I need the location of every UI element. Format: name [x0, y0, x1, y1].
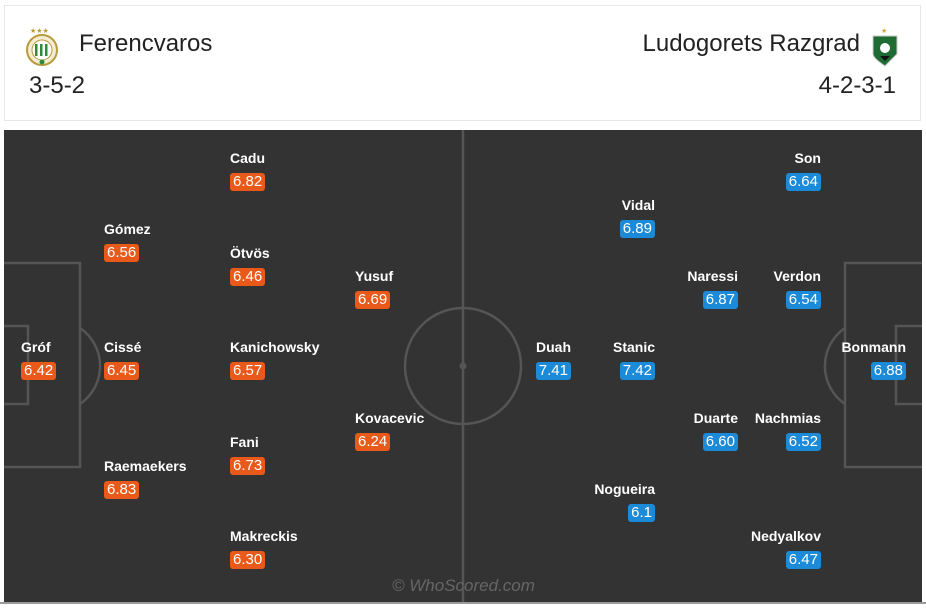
player-name: Nachmias	[754, 410, 821, 426]
home-player[interactable]: Makreckis 6.30	[230, 527, 298, 569]
right-penalty-arc	[823, 326, 846, 406]
player-name: Nedyalkov	[750, 528, 821, 544]
left-penalty-arc	[79, 326, 102, 406]
player-name: Kovacevic	[355, 410, 425, 426]
ferencvaros-crest-icon: ★★★	[26, 27, 58, 66]
player-name: Son	[794, 150, 821, 166]
player-rating-badge: 6.45	[104, 362, 140, 380]
player-name: Duarte	[693, 410, 738, 426]
player-rating-badge: 6.88	[870, 362, 906, 380]
player-rating-badge: 6.47	[785, 551, 821, 569]
player-name: Bonmann	[841, 339, 906, 355]
svg-text:★★★: ★★★	[30, 27, 49, 35]
home-team-name[interactable]: Ferencvaros	[79, 30, 213, 57]
watermark: © WhoScored.com	[392, 576, 535, 595]
home-player[interactable]: Ötvös 6.46	[230, 244, 270, 286]
away-player[interactable]: Son 6.64	[785, 149, 821, 191]
player-rating-badge: 7.42	[619, 362, 655, 380]
match-header: ★★★ Ferencvaros 3-5-2 Ludogorets Razgrad…	[4, 5, 921, 121]
player-name: Verdon	[773, 268, 821, 284]
player-rating-badge: 6.82	[230, 173, 266, 191]
home-player[interactable]: Gómez 6.56	[104, 220, 151, 262]
away-player[interactable]: Stanic 7.42	[613, 338, 655, 380]
home-player[interactable]: Gróf 6.42	[21, 338, 57, 380]
center-spot	[459, 362, 467, 370]
divider	[0, 602, 926, 604]
player-rating-badge: 6.42	[21, 362, 57, 380]
away-player[interactable]: Vidal 6.89	[619, 196, 655, 238]
away-player[interactable]: Nachmias 6.52	[755, 409, 821, 451]
center-circle	[403, 306, 523, 426]
player-name: Yusuf	[355, 268, 394, 284]
ludogorets-crest-icon: ★	[872, 27, 898, 67]
player-name: Makreckis	[230, 528, 298, 544]
away-formation: 4-2-3-1	[818, 72, 896, 99]
player-rating-badge: 6.56	[104, 244, 140, 262]
player-name: Naressi	[687, 268, 738, 284]
player-rating-badge: 6.89	[619, 220, 655, 238]
player-name: Ötvös	[230, 245, 270, 261]
player-rating-badge: 6.54	[785, 291, 821, 309]
player-name: Cissé	[104, 339, 142, 355]
player-rating-badge: 6.69	[355, 291, 391, 309]
player-rating-badge: 6.64	[785, 173, 821, 191]
player-name: Gróf	[21, 339, 51, 355]
away-player[interactable]: Nogueira 6.1	[594, 480, 655, 522]
player-name: Kanichowsky	[230, 339, 320, 355]
player-rating-badge: 6.73	[230, 457, 266, 475]
away-player[interactable]: Naressi 6.87	[687, 267, 738, 309]
player-name: Duah	[536, 339, 571, 355]
player-name: Vidal	[621, 197, 655, 213]
home-player[interactable]: Raemaekers 6.83	[104, 457, 187, 499]
home-player[interactable]: Kovacevic 6.24	[355, 409, 424, 451]
away-player[interactable]: Bonmann 6.88	[841, 338, 906, 380]
player-name: Nogueira	[594, 481, 655, 497]
home-player[interactable]: Kanichowsky 6.57	[230, 338, 319, 380]
away-team-name[interactable]: Ludogorets Razgrad	[642, 30, 860, 57]
home-player[interactable]: Cadu 6.82	[230, 149, 266, 191]
left-penalty-box	[4, 261, 82, 469]
player-rating-badge: 6.1	[628, 504, 655, 522]
home-formation: 3-5-2	[29, 72, 86, 99]
away-player[interactable]: Nedyalkov 6.47	[751, 527, 821, 569]
pitch: © WhoScored.com Gróf 6.42 Gómez 6.56 Cissé 6.…	[4, 130, 922, 602]
home-player[interactable]: Cissé 6.45	[104, 338, 141, 380]
player-rating-badge: 6.46	[230, 268, 266, 286]
right-penalty-box	[843, 261, 922, 469]
svg-text:★: ★	[881, 27, 887, 35]
away-player[interactable]: Duarte 6.60	[694, 409, 738, 451]
player-rating-badge: 6.57	[230, 362, 266, 380]
player-rating-badge: 6.30	[230, 551, 266, 569]
player-rating-badge: 7.41	[535, 362, 571, 380]
player-rating-badge: 6.87	[702, 291, 738, 309]
player-rating-badge: 6.52	[785, 433, 821, 451]
player-name: Fani	[230, 434, 259, 450]
player-name: Cadu	[230, 150, 265, 166]
home-player[interactable]: Fani 6.73	[230, 433, 266, 475]
player-name: Gómez	[104, 221, 151, 237]
away-player[interactable]: Duah 7.41	[535, 338, 571, 380]
player-name: Raemaekers	[104, 458, 187, 474]
player-name: Stanic	[612, 339, 655, 355]
player-rating-badge: 6.83	[104, 481, 140, 499]
home-player[interactable]: Yusuf 6.69	[355, 267, 393, 309]
away-player[interactable]: Verdon 6.54	[774, 267, 821, 309]
player-rating-badge: 6.60	[702, 433, 738, 451]
player-rating-badge: 6.24	[355, 433, 391, 451]
